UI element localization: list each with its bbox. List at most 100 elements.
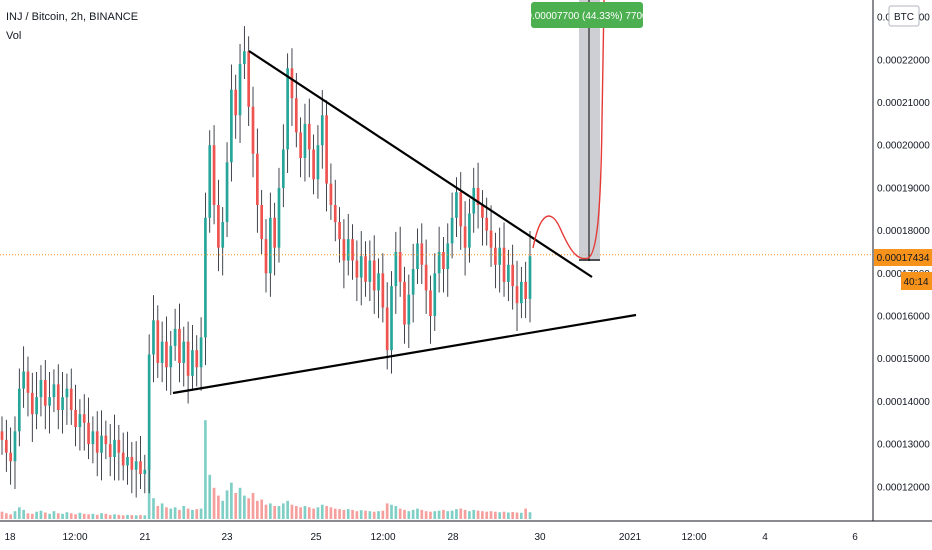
currency-badge[interactable]: BTC	[888, 5, 920, 27]
volume-bar	[191, 509, 194, 519]
volume-bar	[381, 510, 385, 519]
candle-body	[524, 281, 528, 299]
candle-body	[195, 350, 199, 368]
volume-bar	[403, 509, 406, 519]
candle-body	[152, 320, 155, 355]
volume-bar	[100, 513, 103, 519]
candle-body	[294, 98, 298, 133]
volume-bar	[212, 487, 216, 519]
candle-body	[234, 89, 238, 116]
candle-body	[299, 132, 302, 159]
volume-bar	[355, 511, 359, 519]
price-tick-label: 0.00021000	[877, 98, 930, 109]
candle-body	[320, 115, 324, 146]
volume-bar	[385, 503, 389, 519]
volume-bar	[316, 507, 320, 519]
volume-bar	[43, 512, 47, 519]
candle-body	[87, 422, 90, 445]
volume-indicator-label[interactable]: Vol	[6, 30, 22, 42]
volume-bar	[91, 513, 95, 519]
volume-bar	[390, 504, 393, 519]
candle-body	[268, 217, 272, 274]
candle-body	[91, 431, 95, 445]
candle-body	[316, 145, 320, 180]
volume-bar	[260, 499, 264, 519]
volume-bar	[342, 509, 346, 519]
volume-bar	[303, 506, 307, 519]
candle-body	[100, 435, 103, 453]
candle-body	[17, 388, 21, 432]
candle-body	[385, 307, 389, 351]
candle-body	[191, 350, 194, 376]
volume-bar	[208, 474, 212, 519]
candle-body	[35, 397, 38, 415]
candle-body	[433, 273, 437, 317]
volume-bar	[195, 509, 199, 519]
volume-bar	[204, 420, 207, 519]
volume-bar	[481, 511, 484, 519]
candle-body	[459, 192, 463, 227]
candle-body	[22, 371, 25, 389]
candle-body	[221, 222, 225, 248]
candle-body	[290, 68, 294, 99]
volume-bar	[217, 495, 220, 519]
volume-bar	[247, 498, 251, 519]
volume-bar	[515, 512, 519, 519]
candle-body	[468, 213, 471, 248]
candle-body	[238, 64, 242, 116]
candle-body	[312, 149, 315, 180]
volume-bar	[225, 490, 229, 519]
candle-body	[277, 187, 281, 248]
volume-bar	[485, 511, 489, 519]
volume-bar	[264, 504, 268, 519]
candle-body	[286, 68, 289, 150]
candle-body	[485, 217, 489, 231]
time-tick-label: 30	[534, 532, 546, 543]
time-tick-label: 12:00	[370, 532, 395, 543]
candle-body	[507, 264, 510, 282]
time-tick-label: 6	[852, 532, 858, 543]
volume-bar	[221, 500, 225, 519]
volume-bar	[502, 511, 506, 519]
volume-bar	[333, 508, 337, 519]
candle-body	[199, 337, 203, 368]
volume-bar	[82, 513, 86, 519]
candle-body	[43, 380, 47, 406]
volume-bar	[411, 509, 415, 519]
candle-body	[178, 328, 181, 363]
candle-body	[26, 371, 30, 393]
candle-body	[351, 239, 354, 261]
volume-bar	[243, 495, 246, 519]
time-tick-label: 23	[221, 532, 233, 543]
symbol-title[interactable]: INJ / Bitcoin, 2h, BINANCE	[6, 11, 139, 23]
volume-bar	[22, 509, 25, 519]
volume-bar	[281, 503, 285, 519]
volume-bar	[364, 510, 367, 519]
candle-body	[528, 256, 532, 299]
volume-bar	[30, 513, 34, 519]
volume-bar	[238, 487, 242, 519]
projection-path[interactable]	[532, 0, 605, 260]
candle-body	[476, 187, 480, 205]
volume-bar	[468, 511, 471, 519]
candle-body	[398, 251, 402, 282]
volume-bar	[74, 514, 77, 519]
candle-body	[147, 354, 151, 470]
candle-body	[169, 345, 173, 368]
volume-bar	[359, 510, 363, 519]
volume-bar	[95, 514, 99, 519]
candle-body	[381, 273, 385, 308]
volume-bar	[139, 515, 142, 519]
candle-body	[446, 243, 450, 270]
volume-bar	[0, 511, 4, 519]
volume-bar	[394, 506, 398, 519]
candle-body	[390, 286, 393, 351]
candle-body	[511, 264, 515, 287]
candle-body	[0, 431, 4, 440]
volume-bar	[433, 511, 437, 519]
lower-trendline[interactable]	[172, 313, 637, 395]
volume-bar	[108, 515, 112, 519]
volume-bar	[173, 507, 177, 519]
volume-bar	[143, 515, 147, 519]
